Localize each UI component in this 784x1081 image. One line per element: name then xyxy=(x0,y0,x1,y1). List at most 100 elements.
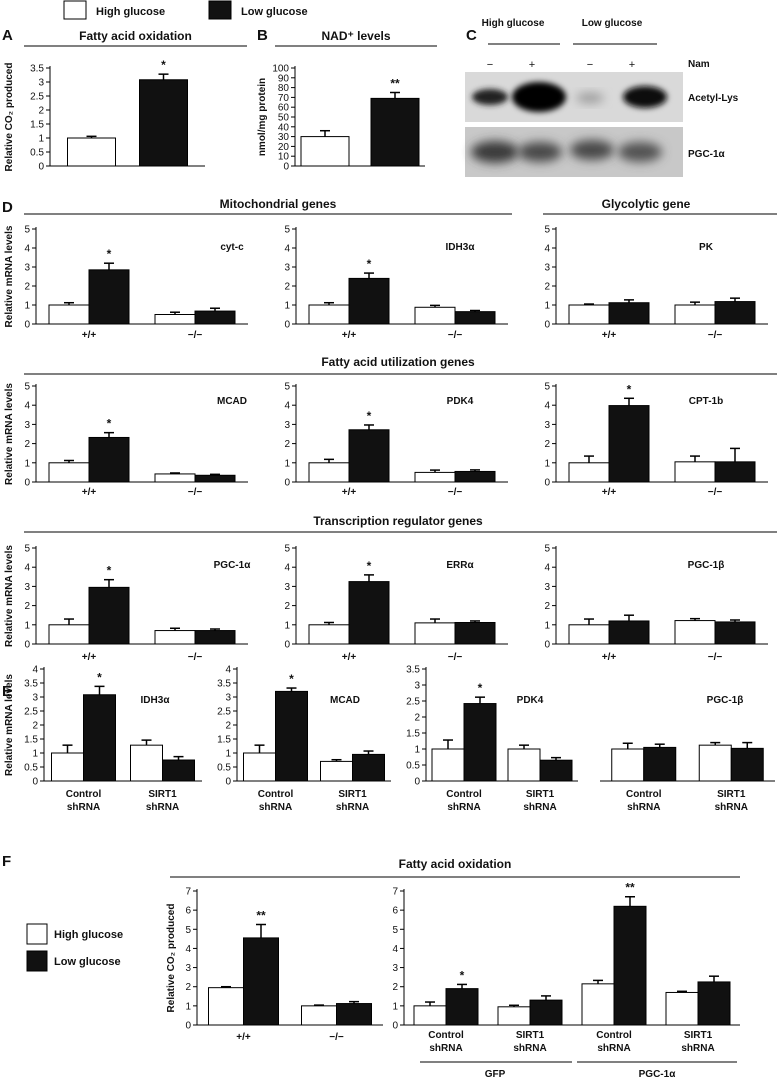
category-label: SIRT1 xyxy=(684,1030,713,1041)
category-label: shRNA xyxy=(513,1043,546,1054)
y-tick-label: 2 xyxy=(284,439,290,450)
f-legend-label-high: High glucose xyxy=(54,929,123,941)
y-tick-label: 2.5 xyxy=(217,707,231,718)
bar-low xyxy=(352,753,385,782)
significance-marker: * xyxy=(107,247,112,261)
chart-e2: 0 0.5 1 1.5 2 2.5 3 3.5 4 MCAD * Control shRNA SIRT1 s… xyxy=(217,665,391,813)
y-tick-label: 90 xyxy=(278,73,290,84)
gene-label: MCAD xyxy=(330,695,360,706)
y-tick-label: 3 xyxy=(544,263,550,274)
bar-high xyxy=(568,462,610,483)
y-tick-label: 3 xyxy=(185,963,191,974)
chart-d2: 0 1 2 3 4 5 IDH3α * +/+ −/− xyxy=(284,225,508,341)
y-tick-label: 4 xyxy=(544,563,550,574)
category-label: shRNA xyxy=(67,802,100,813)
bar-low xyxy=(454,470,496,483)
bar-high xyxy=(208,987,244,1026)
y-tick-label: 3 xyxy=(544,582,550,593)
y-tick-label: 3 xyxy=(24,582,30,593)
group-label-pgc: PGC-1α xyxy=(639,1069,677,1080)
gene-label: IDH3α xyxy=(446,242,476,253)
panel-letter-d: D xyxy=(2,199,13,216)
blot-treatment-label: Nam xyxy=(688,59,710,70)
blot-lane-1: − xyxy=(487,59,493,71)
y-tick-label: 0 xyxy=(392,1021,398,1032)
y-tick-label: 3 xyxy=(284,263,290,274)
chart-f1: 0 1 2 3 4 5 6 7 Relative CO₂ produced ** +/+ −/− xyxy=(166,887,383,1043)
y-tick-label: 7 xyxy=(185,887,191,898)
section-title-fatty-acid: Fatty acid utilization genes xyxy=(321,355,475,369)
category-label: −/− xyxy=(708,652,723,663)
gene-label: PGC-1α xyxy=(214,560,252,571)
bar-high xyxy=(48,462,90,483)
y-tick-label: 1.5 xyxy=(217,735,231,746)
blot-lane-4: + xyxy=(629,59,635,71)
category-label: SIRT1 xyxy=(516,1030,545,1041)
y-tick-label: 3.5 xyxy=(24,679,38,690)
panel-letter-b: B xyxy=(257,27,268,44)
category-label: shRNA xyxy=(429,1043,462,1054)
gene-label: PGC-1β xyxy=(707,695,744,706)
bar-high xyxy=(674,304,716,325)
category-label: −/− xyxy=(448,330,463,341)
significance-marker: * xyxy=(367,257,372,271)
section-title-transcription: Transcription regulator genes xyxy=(313,514,483,528)
category-label: +/+ xyxy=(82,652,97,663)
y-tick-label: 5 xyxy=(284,544,290,555)
y-tick-label: 0 xyxy=(24,640,30,651)
bar-low xyxy=(613,905,647,1026)
y-tick-label: 3 xyxy=(414,681,420,692)
chart-d8: 0 1 2 3 4 5 ERRα * +/+ −/− xyxy=(284,544,508,663)
bar-low xyxy=(697,981,731,1026)
f-legend-swatch-low xyxy=(26,950,48,972)
bar-low xyxy=(454,621,496,645)
bar-low xyxy=(275,690,308,782)
category-label: +/+ xyxy=(82,487,97,498)
chart-title: Fatty acid oxidation xyxy=(79,29,192,43)
y-tick-label: 4 xyxy=(392,944,398,955)
bar-high xyxy=(414,471,456,483)
bar-low xyxy=(714,621,756,645)
gene-label: MCAD xyxy=(217,396,247,407)
bar-low xyxy=(348,581,390,645)
y-tick-label: 5 xyxy=(24,225,30,236)
y-tick-label: 0 xyxy=(544,640,550,651)
y-tick-label: 0 xyxy=(414,777,420,788)
y-tick-label: 1.5 xyxy=(30,120,44,131)
bar-high xyxy=(674,461,716,483)
blot-band-pgc-2 xyxy=(518,142,562,162)
y-tick-label: 2 xyxy=(38,106,44,117)
category-label: SIRT1 xyxy=(148,789,177,800)
y-tick-label: 0 xyxy=(284,320,290,331)
bar-low xyxy=(162,759,195,782)
y-tick-label: 20 xyxy=(278,142,290,153)
blot-lane-2: + xyxy=(529,59,535,71)
bar-high xyxy=(414,622,456,645)
bar-high xyxy=(698,744,732,782)
gene-label: CPT-1b xyxy=(689,396,723,407)
y-tick-label: 1 xyxy=(185,1001,191,1012)
y-tick-label: 0 xyxy=(544,478,550,489)
category-label: Control xyxy=(446,789,482,800)
panel-letter-f: F xyxy=(2,853,11,870)
significance-marker: * xyxy=(107,417,112,431)
category-label: shRNA xyxy=(681,1043,714,1054)
bar-high xyxy=(568,624,610,645)
category-label: +/+ xyxy=(342,487,357,498)
category-label: shRNA xyxy=(146,802,179,813)
section-title-mitochondrial: Mitochondrial genes xyxy=(220,197,337,211)
category-label: −/− xyxy=(708,330,723,341)
y-tick-label: 1 xyxy=(284,620,290,631)
blot-row-label-pgc: PGC-1α xyxy=(688,149,726,160)
y-tick-label: 5 xyxy=(24,382,30,393)
chart-e1: 0 0.5 1 1.5 2 2.5 3 3.5 4 Relative mRNA levels IDH… xyxy=(4,665,202,813)
y-tick-label: 2.5 xyxy=(30,92,44,103)
section-title-fao-f: Fatty acid oxidation xyxy=(399,857,512,871)
y-tick-label: 2 xyxy=(32,721,38,732)
y-tick-label: 3 xyxy=(225,693,231,704)
category-label: shRNA xyxy=(523,802,556,813)
bar-high xyxy=(48,304,90,325)
category-label: Control xyxy=(66,789,102,800)
y-axis-label: Relative CO₂ produced xyxy=(166,904,177,1013)
y-tick-label: 1 xyxy=(392,1001,398,1012)
